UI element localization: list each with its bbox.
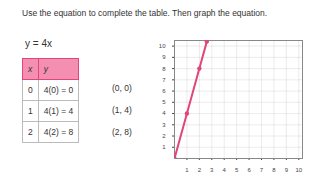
svg-text:6: 6: [247, 167, 251, 173]
html-text:(1, 4): (1, 4): [112, 105, 132, 115]
html-text:1: 1: [28, 106, 33, 116]
html-text:2: 2: [28, 127, 33, 137]
html-text:(2, 8): (2, 8): [112, 127, 132, 137]
svg-text:1: 1: [185, 167, 189, 173]
svg-text:3: 3: [162, 122, 166, 128]
svg-text:4: 4: [162, 110, 166, 116]
svg-text:10: 10: [295, 167, 302, 173]
svg-text:7: 7: [162, 77, 166, 83]
svg-text:9: 9: [285, 167, 289, 173]
svg-text:10: 10: [159, 43, 166, 49]
svg-text:3: 3: [210, 167, 214, 173]
html-text:4(2) = 8: 4(2) = 8: [43, 127, 74, 137]
svg-text:2: 2: [162, 133, 166, 139]
svg-text:4: 4: [223, 167, 227, 173]
svg-text:1: 1: [162, 144, 166, 150]
html-text:0: 0: [28, 85, 33, 95]
html-text:4(1) = 4: 4(1) = 4: [43, 106, 74, 116]
svg-text:2: 2: [198, 167, 202, 173]
html-text:(0, 0): (0, 0): [112, 83, 132, 93]
svg-text:5: 5: [162, 99, 166, 105]
svg-text:6: 6: [162, 88, 166, 94]
svg-text:5: 5: [235, 167, 239, 173]
html-text:y = 4x: y = 4x: [25, 38, 52, 49]
svg-text:8: 8: [162, 66, 166, 72]
html-text:4(0) = 0: 4(0) = 0: [43, 85, 74, 95]
svg-text:9: 9: [162, 54, 166, 60]
svg-text:7: 7: [260, 167, 264, 173]
html-text:x: x: [28, 64, 33, 74]
html-text:Use the equation to complete t: Use the equation to complete the table. …: [22, 8, 268, 18]
svg-text:8: 8: [272, 167, 276, 173]
html-text:y: y: [43, 64, 48, 74]
